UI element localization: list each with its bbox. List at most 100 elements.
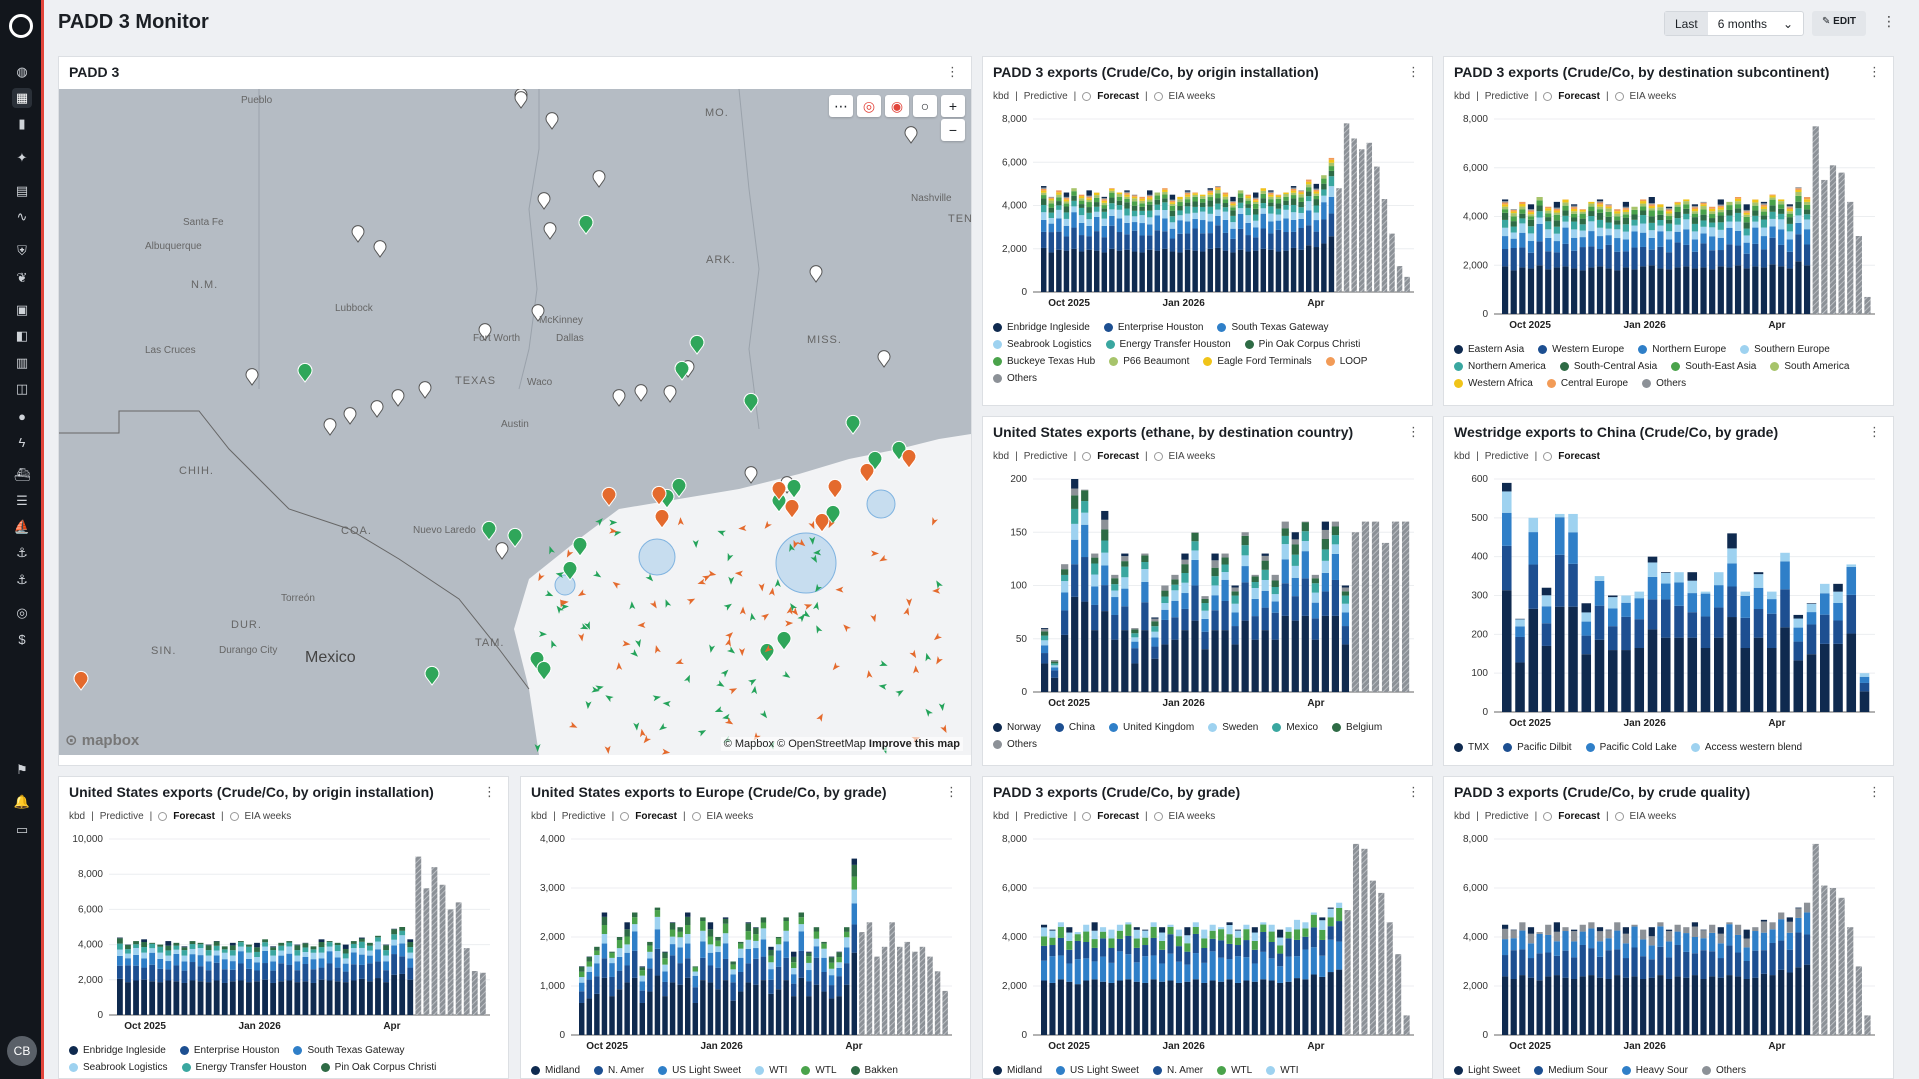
bar-segment[interactable] — [1094, 192, 1100, 196]
bar-segment[interactable] — [1209, 924, 1216, 931]
bar-segment[interactable] — [1674, 637, 1684, 712]
bar-segment[interactable] — [677, 984, 683, 1035]
bar-segment[interactable] — [760, 917, 767, 923]
bar-segment[interactable] — [1767, 599, 1777, 614]
bar-segment[interactable] — [117, 949, 123, 956]
bar-segment[interactable] — [1151, 617, 1159, 619]
bar-segment[interactable] — [205, 982, 212, 1015]
bar-segment[interactable] — [1579, 931, 1586, 945]
oil-icon[interactable]: ◧ — [15, 328, 29, 343]
map-canvas[interactable]: Pueblo Santa Fe Albuquerque N.M. Lubbock Las … — [59, 89, 971, 755]
bar-segment[interactable] — [722, 923, 729, 934]
bar-segment[interactable] — [1769, 226, 1776, 238]
vessel-icon[interactable] — [835, 586, 844, 593]
bar-segment[interactable] — [1215, 188, 1221, 190]
bar-segment[interactable] — [1306, 210, 1312, 226]
bar-segment[interactable] — [745, 923, 752, 932]
bar-segment[interactable] — [181, 982, 188, 1015]
bar-segment[interactable] — [1769, 929, 1776, 943]
bar-segment[interactable] — [1071, 596, 1079, 692]
bar-segment[interactable] — [205, 961, 212, 971]
bar-segment[interactable] — [1545, 208, 1552, 211]
bar-segment[interactable] — [1579, 924, 1586, 932]
bar-segment[interactable] — [1066, 940, 1073, 950]
bar-segment[interactable] — [1109, 209, 1115, 216]
vessel-icon[interactable] — [934, 579, 943, 589]
bar-segment[interactable] — [1251, 927, 1258, 933]
bar-segment[interactable] — [1074, 934, 1081, 941]
bar-segment[interactable] — [1657, 268, 1664, 314]
bar-segment[interactable] — [407, 947, 414, 953]
bar-segment[interactable] — [310, 952, 317, 960]
bar-segment[interactable] — [1700, 201, 1707, 203]
bar-segment[interactable] — [1306, 225, 1312, 246]
bar-segment[interactable] — [213, 980, 220, 1015]
bar-segment[interactable] — [1063, 236, 1070, 251]
bar-segment[interactable] — [1078, 207, 1085, 216]
bar-segment[interactable] — [1200, 220, 1206, 234]
bar-segment[interactable] — [1683, 933, 1690, 952]
bar-segment[interactable] — [1071, 212, 1077, 228]
bar-segment[interactable] — [1674, 206, 1681, 212]
bar-segment[interactable] — [1806, 603, 1817, 613]
terminal-pin-icon[interactable] — [786, 478, 802, 499]
bar-segment[interactable] — [1081, 489, 1089, 491]
terminal-pin-icon[interactable] — [545, 112, 559, 130]
bar-segment[interactable] — [1074, 959, 1081, 985]
bar-segment[interactable] — [1041, 190, 1047, 193]
bar-segment[interactable] — [1200, 196, 1206, 199]
bar-segment[interactable] — [768, 993, 774, 1035]
bar-segment[interactable] — [246, 958, 252, 969]
bar-segment[interactable] — [1161, 590, 1169, 597]
bar-segment[interactable] — [350, 980, 357, 1015]
bar-segment[interactable] — [1596, 931, 1604, 942]
bar-segment[interactable] — [1752, 210, 1759, 216]
bar-segment[interactable] — [375, 949, 381, 962]
forecast-bar[interactable] — [1829, 888, 1837, 1035]
bar-segment[interactable] — [1281, 615, 1289, 692]
bar-segment[interactable] — [254, 962, 260, 971]
bar-segment[interactable] — [1078, 251, 1085, 292]
bar-segment[interactable] — [262, 950, 268, 964]
bar-segment[interactable] — [1293, 939, 1301, 957]
bar-segment[interactable] — [334, 981, 341, 1015]
bar-segment[interactable] — [1640, 929, 1647, 940]
forecast-bar[interactable] — [1351, 138, 1357, 292]
bar-segment[interactable] — [730, 961, 736, 965]
bar-segment[interactable] — [1171, 600, 1179, 618]
bar-segment[interactable] — [828, 957, 835, 963]
vessel-icon[interactable] — [611, 579, 621, 589]
legend-item[interactable]: Access western blend — [1690, 742, 1802, 753]
bar-segment[interactable] — [237, 946, 244, 952]
bar-segment[interactable] — [1251, 576, 1259, 583]
bar-segment[interactable] — [1109, 188, 1115, 189]
terminal-pin-icon[interactable] — [495, 542, 509, 560]
vessel-icon[interactable] — [639, 728, 646, 738]
bar-segment[interactable] — [1116, 980, 1123, 1035]
bar-segment[interactable] — [1634, 598, 1645, 620]
bar-segment[interactable] — [1579, 209, 1586, 212]
bar-segment[interactable] — [1048, 203, 1055, 208]
bar-segment[interactable] — [1820, 593, 1830, 615]
bar-segment[interactable] — [1803, 201, 1811, 205]
bar-segment[interactable] — [806, 996, 812, 1035]
bar-segment[interactable] — [1691, 922, 1699, 927]
bar-segment[interactable] — [601, 925, 608, 935]
bar-segment[interactable] — [375, 978, 381, 1015]
legend-item[interactable]: Pin Oak Corpus Christi — [1244, 339, 1360, 350]
bar-segment[interactable] — [1313, 189, 1320, 192]
bar-segment[interactable] — [1648, 237, 1655, 250]
bar-segment[interactable] — [1245, 198, 1251, 201]
bar-segment[interactable] — [1760, 932, 1768, 951]
bar-segment[interactable] — [246, 946, 252, 953]
bar-segment[interactable] — [302, 956, 309, 965]
bar-segment[interactable] — [1048, 252, 1055, 292]
bar-segment[interactable] — [1786, 207, 1793, 210]
bar-segment[interactable] — [1091, 979, 1098, 1035]
bar-segment[interactable] — [1562, 931, 1569, 951]
bar-segment[interactable] — [326, 951, 333, 964]
bar-segment[interactable] — [1714, 572, 1724, 586]
bar-segment[interactable] — [1298, 194, 1304, 198]
bar-segment[interactable] — [1071, 479, 1079, 489]
bar-segment[interactable] — [1184, 981, 1191, 1035]
